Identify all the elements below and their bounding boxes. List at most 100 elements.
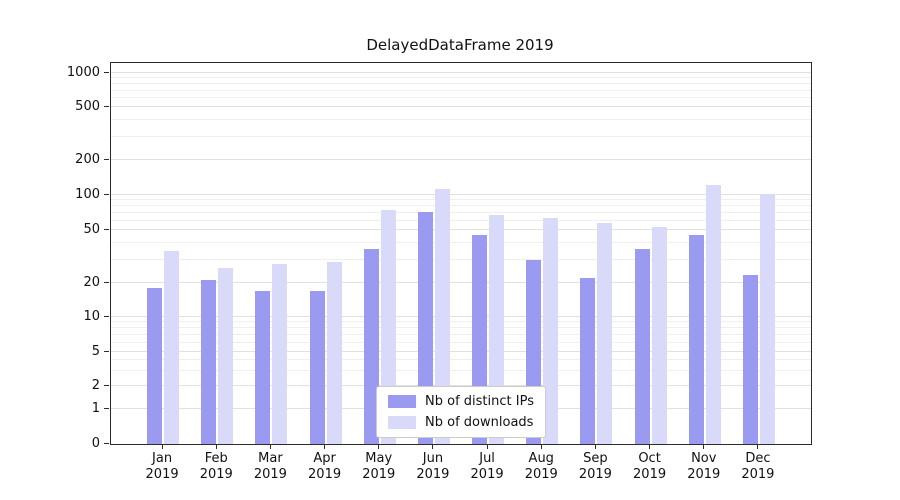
major-gridline bbox=[111, 385, 811, 386]
x-tick-label: Apr 2019 bbox=[308, 451, 342, 483]
y-tick-label: 5 bbox=[91, 344, 100, 359]
minor-gridline bbox=[111, 97, 811, 99]
x-tick-label: Oct 2019 bbox=[633, 451, 667, 483]
x-tick-mark bbox=[161, 444, 163, 449]
x-tick-mark bbox=[594, 444, 596, 449]
minor-gridline bbox=[111, 82, 811, 84]
x-tick-label: Jun 2019 bbox=[416, 451, 450, 483]
x-tick-label: May 2019 bbox=[362, 451, 396, 483]
y-tick-mark bbox=[104, 106, 109, 107]
y-tick-mark bbox=[104, 408, 109, 409]
minor-gridline bbox=[111, 118, 811, 120]
minor-gridline bbox=[111, 258, 811, 260]
bar-distinct-ips bbox=[580, 277, 596, 444]
minor-gridline bbox=[111, 369, 811, 371]
minor-gridline bbox=[111, 327, 811, 329]
y-tick-label: 200 bbox=[75, 152, 100, 167]
chart-title: DelayedDataFrame 2019 bbox=[366, 36, 554, 54]
bar-downloads bbox=[380, 209, 396, 444]
x-tick-mark bbox=[269, 444, 271, 449]
bar-group-apr bbox=[299, 63, 353, 444]
bar-group-jun bbox=[407, 63, 461, 444]
bars-layer bbox=[136, 63, 786, 444]
x-tick-label: Jan 2019 bbox=[145, 451, 179, 483]
y-tick-mark bbox=[104, 316, 109, 317]
major-gridline bbox=[111, 316, 811, 317]
major-gridline bbox=[111, 282, 811, 283]
major-gridline bbox=[111, 106, 811, 107]
minor-gridline bbox=[111, 89, 811, 91]
legend-item-downloads: Nb of downloads bbox=[388, 415, 534, 430]
x-tick-label: Feb 2019 bbox=[199, 451, 233, 483]
y-tick-mark bbox=[104, 351, 109, 352]
y-tick-mark bbox=[104, 194, 109, 195]
minor-gridline bbox=[111, 321, 811, 323]
bar-downloads bbox=[651, 227, 667, 444]
bar-downloads bbox=[164, 250, 180, 444]
x-tick-label: Aug 2019 bbox=[524, 451, 558, 483]
bar-downloads bbox=[759, 193, 775, 444]
legend-swatch-downloads bbox=[388, 416, 417, 429]
x-tick-label: Dec 2019 bbox=[741, 451, 775, 483]
y-tick-label: 500 bbox=[75, 99, 100, 114]
bar-distinct-ips bbox=[201, 280, 217, 444]
legend-swatch-distinct-ips bbox=[388, 395, 417, 408]
bar-group-feb bbox=[190, 63, 244, 444]
bar-group-may bbox=[353, 63, 407, 444]
x-tick-mark bbox=[649, 444, 651, 449]
legend-item-distinct-ips: Nb of distinct IPs bbox=[388, 394, 534, 409]
bar-downloads bbox=[434, 188, 450, 444]
minor-gridline bbox=[111, 205, 811, 207]
major-gridline bbox=[111, 229, 811, 230]
bar-distinct-ips bbox=[309, 291, 325, 444]
minor-gridline bbox=[111, 219, 811, 221]
bar-distinct-ips bbox=[255, 291, 271, 444]
x-tick-mark bbox=[703, 444, 705, 449]
bar-group-dec bbox=[732, 63, 786, 444]
bar-group-oct bbox=[624, 63, 678, 444]
y-tick-label: 2 bbox=[91, 378, 100, 393]
bar-downloads bbox=[272, 263, 288, 444]
legend-label-distinct-ips: Nb of distinct IPs bbox=[425, 394, 534, 409]
bar-distinct-ips bbox=[363, 249, 379, 444]
bar-group-sep bbox=[569, 63, 623, 444]
bar-distinct-ips bbox=[417, 211, 433, 444]
x-tick-mark bbox=[486, 444, 488, 449]
bar-downloads bbox=[597, 223, 613, 444]
minor-gridline bbox=[111, 359, 811, 361]
x-tick-label: Mar 2019 bbox=[253, 451, 287, 483]
y-tick-mark bbox=[104, 159, 109, 160]
minor-gridline bbox=[111, 77, 811, 79]
y-tick-mark bbox=[104, 229, 109, 230]
bar-group-jan bbox=[136, 63, 190, 444]
y-tick-label: 100 bbox=[75, 187, 100, 202]
y-tick-label: 50 bbox=[83, 222, 100, 237]
minor-gridline bbox=[111, 341, 811, 343]
x-tick-mark bbox=[215, 444, 217, 449]
bar-distinct-ips bbox=[634, 249, 650, 444]
minor-gridline bbox=[111, 135, 811, 137]
plot-area: Nb of distinct IPs Nb of downloads bbox=[110, 62, 812, 445]
y-tick-mark bbox=[104, 385, 109, 386]
bar-distinct-ips bbox=[147, 288, 163, 444]
major-gridline bbox=[111, 194, 811, 195]
minor-gridline bbox=[111, 199, 811, 201]
bar-downloads bbox=[543, 218, 559, 444]
bar-downloads bbox=[705, 185, 721, 444]
y-tick-mark bbox=[104, 282, 109, 283]
x-tick-mark bbox=[757, 444, 759, 449]
bar-group-mar bbox=[244, 63, 298, 444]
y-tick-label: 1 bbox=[91, 401, 100, 416]
bar-group-nov bbox=[678, 63, 732, 444]
major-gridline bbox=[111, 72, 811, 73]
x-tick-label: Sep 2019 bbox=[578, 451, 612, 483]
x-tick-mark bbox=[378, 444, 380, 449]
y-tick-mark bbox=[104, 72, 109, 73]
bar-downloads bbox=[218, 267, 234, 444]
bar-downloads bbox=[326, 261, 342, 444]
x-tick-mark bbox=[432, 444, 434, 449]
y-tick-label: 0 bbox=[91, 436, 100, 451]
major-gridline bbox=[111, 351, 811, 352]
bar-distinct-ips bbox=[742, 274, 758, 444]
